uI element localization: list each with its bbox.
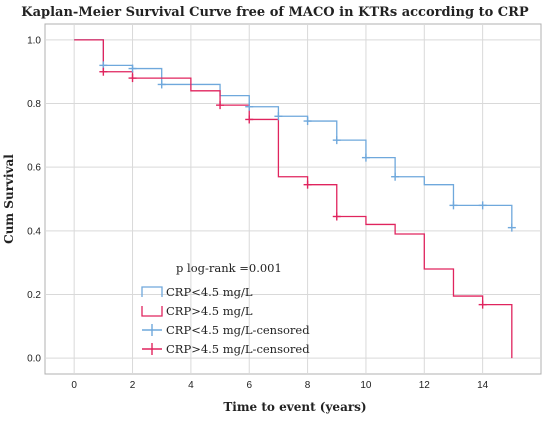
p-value-annotation: p log-rank =0.001 bbox=[176, 261, 282, 275]
censor-mark-crp-low bbox=[361, 153, 370, 162]
censor-mark-crp-high bbox=[216, 101, 225, 110]
x-tick-label: 14 bbox=[477, 380, 489, 391]
y-tick-label: 0.2 bbox=[27, 290, 41, 301]
x-tick-label: 8 bbox=[305, 380, 311, 391]
x-tick-label: 10 bbox=[360, 380, 372, 391]
censor-mark-crp-high bbox=[303, 180, 312, 189]
censor-mark-crp-high bbox=[99, 67, 108, 76]
y-tick-label: 0.6 bbox=[27, 163, 41, 174]
grid bbox=[45, 24, 541, 374]
censor-mark-crp-low bbox=[303, 117, 312, 126]
x-axis-ticks: 0 2 4 6 8 10 12 14 bbox=[71, 380, 488, 391]
plot-frame bbox=[44, 23, 542, 375]
censor-mark-crp-low bbox=[274, 112, 283, 121]
legend-step-icon bbox=[141, 306, 163, 317]
y-axis-title: Cum Survival bbox=[2, 154, 16, 244]
censor-mark-crp-low bbox=[449, 201, 458, 210]
censor-mark-crp-high bbox=[332, 212, 341, 221]
y-tick-label: 0.0 bbox=[27, 354, 41, 365]
x-axis-title: Time to event (years) bbox=[223, 400, 366, 414]
censored-markers bbox=[99, 61, 516, 309]
y-tick-label: 0.4 bbox=[27, 226, 41, 237]
legend-entry: CRP<4.5 mg/L bbox=[141, 285, 253, 299]
x-tick-label: 0 bbox=[71, 380, 77, 391]
y-axis-ticks: 0.0 0.2 0.4 0.6 0.8 1.0 bbox=[27, 35, 41, 364]
censor-mark-crp-low bbox=[507, 223, 516, 232]
legend-entry: CRP>4.5 mg/L-censored bbox=[142, 342, 310, 356]
legend-entry: CRP<4.5 mg/L-censored bbox=[142, 323, 310, 337]
y-tick-label: 1.0 bbox=[27, 35, 41, 46]
censor-mark-crp-low bbox=[245, 102, 254, 111]
x-tick-label: 4 bbox=[188, 380, 194, 391]
legend: CRP<4.5 mg/L CRP>4.5 mg/L CRP<4.5 mg/L-cen… bbox=[141, 285, 310, 356]
legend-entry: CRP>4.5 mg/L bbox=[141, 304, 253, 318]
censor-mark-crp-low bbox=[478, 201, 487, 210]
survival-curve-crp-low bbox=[74, 39, 513, 228]
y-tick-label: 0.8 bbox=[27, 99, 41, 110]
censor-mark-crp-high bbox=[128, 74, 137, 83]
censor-mark-crp-high bbox=[478, 300, 487, 309]
censor-mark-crp-high bbox=[245, 115, 254, 124]
x-tick-label: 12 bbox=[419, 380, 431, 391]
censor-mark-crp-low bbox=[332, 136, 341, 145]
legend-step-icon bbox=[141, 286, 163, 297]
x-tick-label: 2 bbox=[130, 380, 136, 391]
legend-label: CRP<4.5 mg/L-censored bbox=[166, 323, 310, 337]
censor-mark-crp-low bbox=[157, 80, 166, 89]
chart-title: Kaplan-Meier Survival Curve free of MACO… bbox=[21, 5, 529, 20]
censor-mark-crp-low bbox=[128, 64, 137, 73]
legend-label: CRP>4.5 mg/L bbox=[166, 304, 253, 318]
x-tick-label: 6 bbox=[246, 380, 252, 391]
legend-label: CRP<4.5 mg/L bbox=[166, 285, 253, 299]
legend-label: CRP>4.5 mg/L-censored bbox=[166, 342, 310, 356]
censor-mark-crp-low bbox=[391, 172, 400, 181]
